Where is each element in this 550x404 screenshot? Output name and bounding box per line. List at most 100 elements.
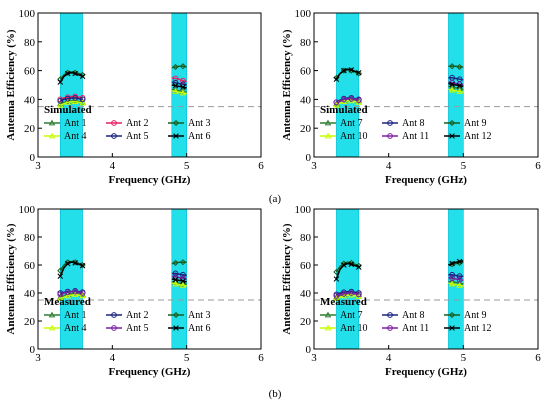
data-point [179, 89, 187, 96]
legend-marker [111, 133, 117, 139]
data-point [449, 63, 456, 70]
data-point [340, 96, 347, 103]
data-point [71, 98, 79, 104]
legend-label: Ant 11 [402, 323, 429, 334]
series-line [336, 100, 359, 106]
x-tick-label: 6 [258, 352, 264, 364]
data-point [179, 63, 187, 70]
series-line [171, 84, 187, 89]
data-point [355, 97, 362, 104]
y-tick-label: 60 [24, 66, 36, 78]
series-ant-4 [57, 88, 187, 108]
data-point [448, 86, 456, 93]
series-line [336, 292, 359, 297]
x-tick-label: 4 [110, 352, 116, 364]
x-tick-label: 4 [110, 160, 116, 172]
series-line [448, 274, 464, 277]
data-point [449, 275, 456, 282]
data-point [340, 290, 347, 297]
x-axis-title: Frequency (GHz) [385, 366, 467, 378]
legend-label: Ant 9 [464, 118, 487, 129]
data-point [179, 281, 187, 288]
data-point [57, 267, 64, 274]
x-tick-label: 3 [311, 160, 317, 172]
legend-marker [48, 119, 56, 126]
legend-marker [172, 311, 180, 319]
data-point [333, 292, 340, 299]
data-point [356, 69, 362, 76]
legend-label: Ant 11 [402, 131, 429, 142]
legend-label: Ant 3 [188, 118, 211, 129]
data-point [172, 259, 179, 267]
data-point [57, 97, 64, 104]
series-line [448, 77, 464, 81]
legend-label: Ant 10 [340, 131, 368, 142]
series-line [171, 77, 187, 83]
series-line [448, 82, 464, 88]
series-line [171, 278, 187, 283]
data-point [79, 290, 86, 296]
x-tick-label: 5 [461, 352, 467, 364]
data-point [64, 289, 71, 296]
legend-marker [173, 325, 179, 331]
legend-title: Simulated [44, 104, 92, 116]
data-point [179, 259, 187, 266]
legend-marker [173, 133, 179, 139]
series-line [336, 97, 359, 103]
data-point [449, 271, 456, 278]
x-tick-label: 3 [35, 352, 41, 364]
data-point [333, 276, 340, 282]
legend-label: Ant 6 [188, 323, 211, 334]
data-point [180, 84, 186, 90]
legend-marker [48, 132, 56, 139]
x-tick-label: 5 [184, 160, 190, 172]
y-tick-label: 60 [24, 260, 36, 272]
data-point [348, 261, 355, 268]
y-tick-label: 80 [24, 232, 36, 244]
y-tick-label: 40 [24, 94, 36, 106]
legend-marker [324, 132, 332, 139]
data-point [172, 276, 179, 283]
y-tick-label: 60 [300, 66, 312, 78]
data-point [180, 278, 186, 284]
data-point [172, 280, 179, 287]
data-point [79, 262, 86, 269]
x-axis-title: Frequency (GHz) [109, 366, 191, 378]
series-ant-6 [57, 260, 187, 284]
y-tick-label: 100 [295, 8, 312, 20]
data-point [172, 270, 179, 277]
legend-marker [387, 120, 393, 126]
data-point [57, 273, 64, 279]
legend-label: Ant 4 [64, 323, 87, 334]
data-point [348, 95, 355, 102]
data-point [355, 291, 362, 298]
y-tick-label: 20 [24, 123, 36, 135]
legend-marker [111, 120, 117, 126]
y-tick-label: 40 [300, 288, 312, 300]
y-tick-label: 80 [24, 37, 36, 49]
data-point [72, 95, 79, 101]
caption-a: (a) [269, 193, 282, 205]
series-line [59, 261, 83, 277]
y-tick-label: 40 [24, 288, 36, 300]
data-point [180, 77, 186, 84]
data-point [172, 63, 179, 71]
data-point [456, 258, 463, 265]
series-line [60, 97, 83, 102]
series-line [448, 260, 464, 266]
series-line [448, 276, 464, 282]
data-point [57, 291, 64, 298]
series-line [335, 68, 360, 80]
data-point [64, 260, 71, 267]
legend-title: Simulated [320, 104, 368, 116]
legend-label: Ant 12 [464, 323, 492, 334]
x-tick-label: 3 [311, 352, 317, 364]
data-point [448, 280, 456, 287]
data-point [79, 73, 86, 80]
data-point [356, 264, 362, 270]
series-line [171, 81, 187, 86]
series-ant-12 [333, 258, 464, 282]
data-point [348, 67, 355, 73]
